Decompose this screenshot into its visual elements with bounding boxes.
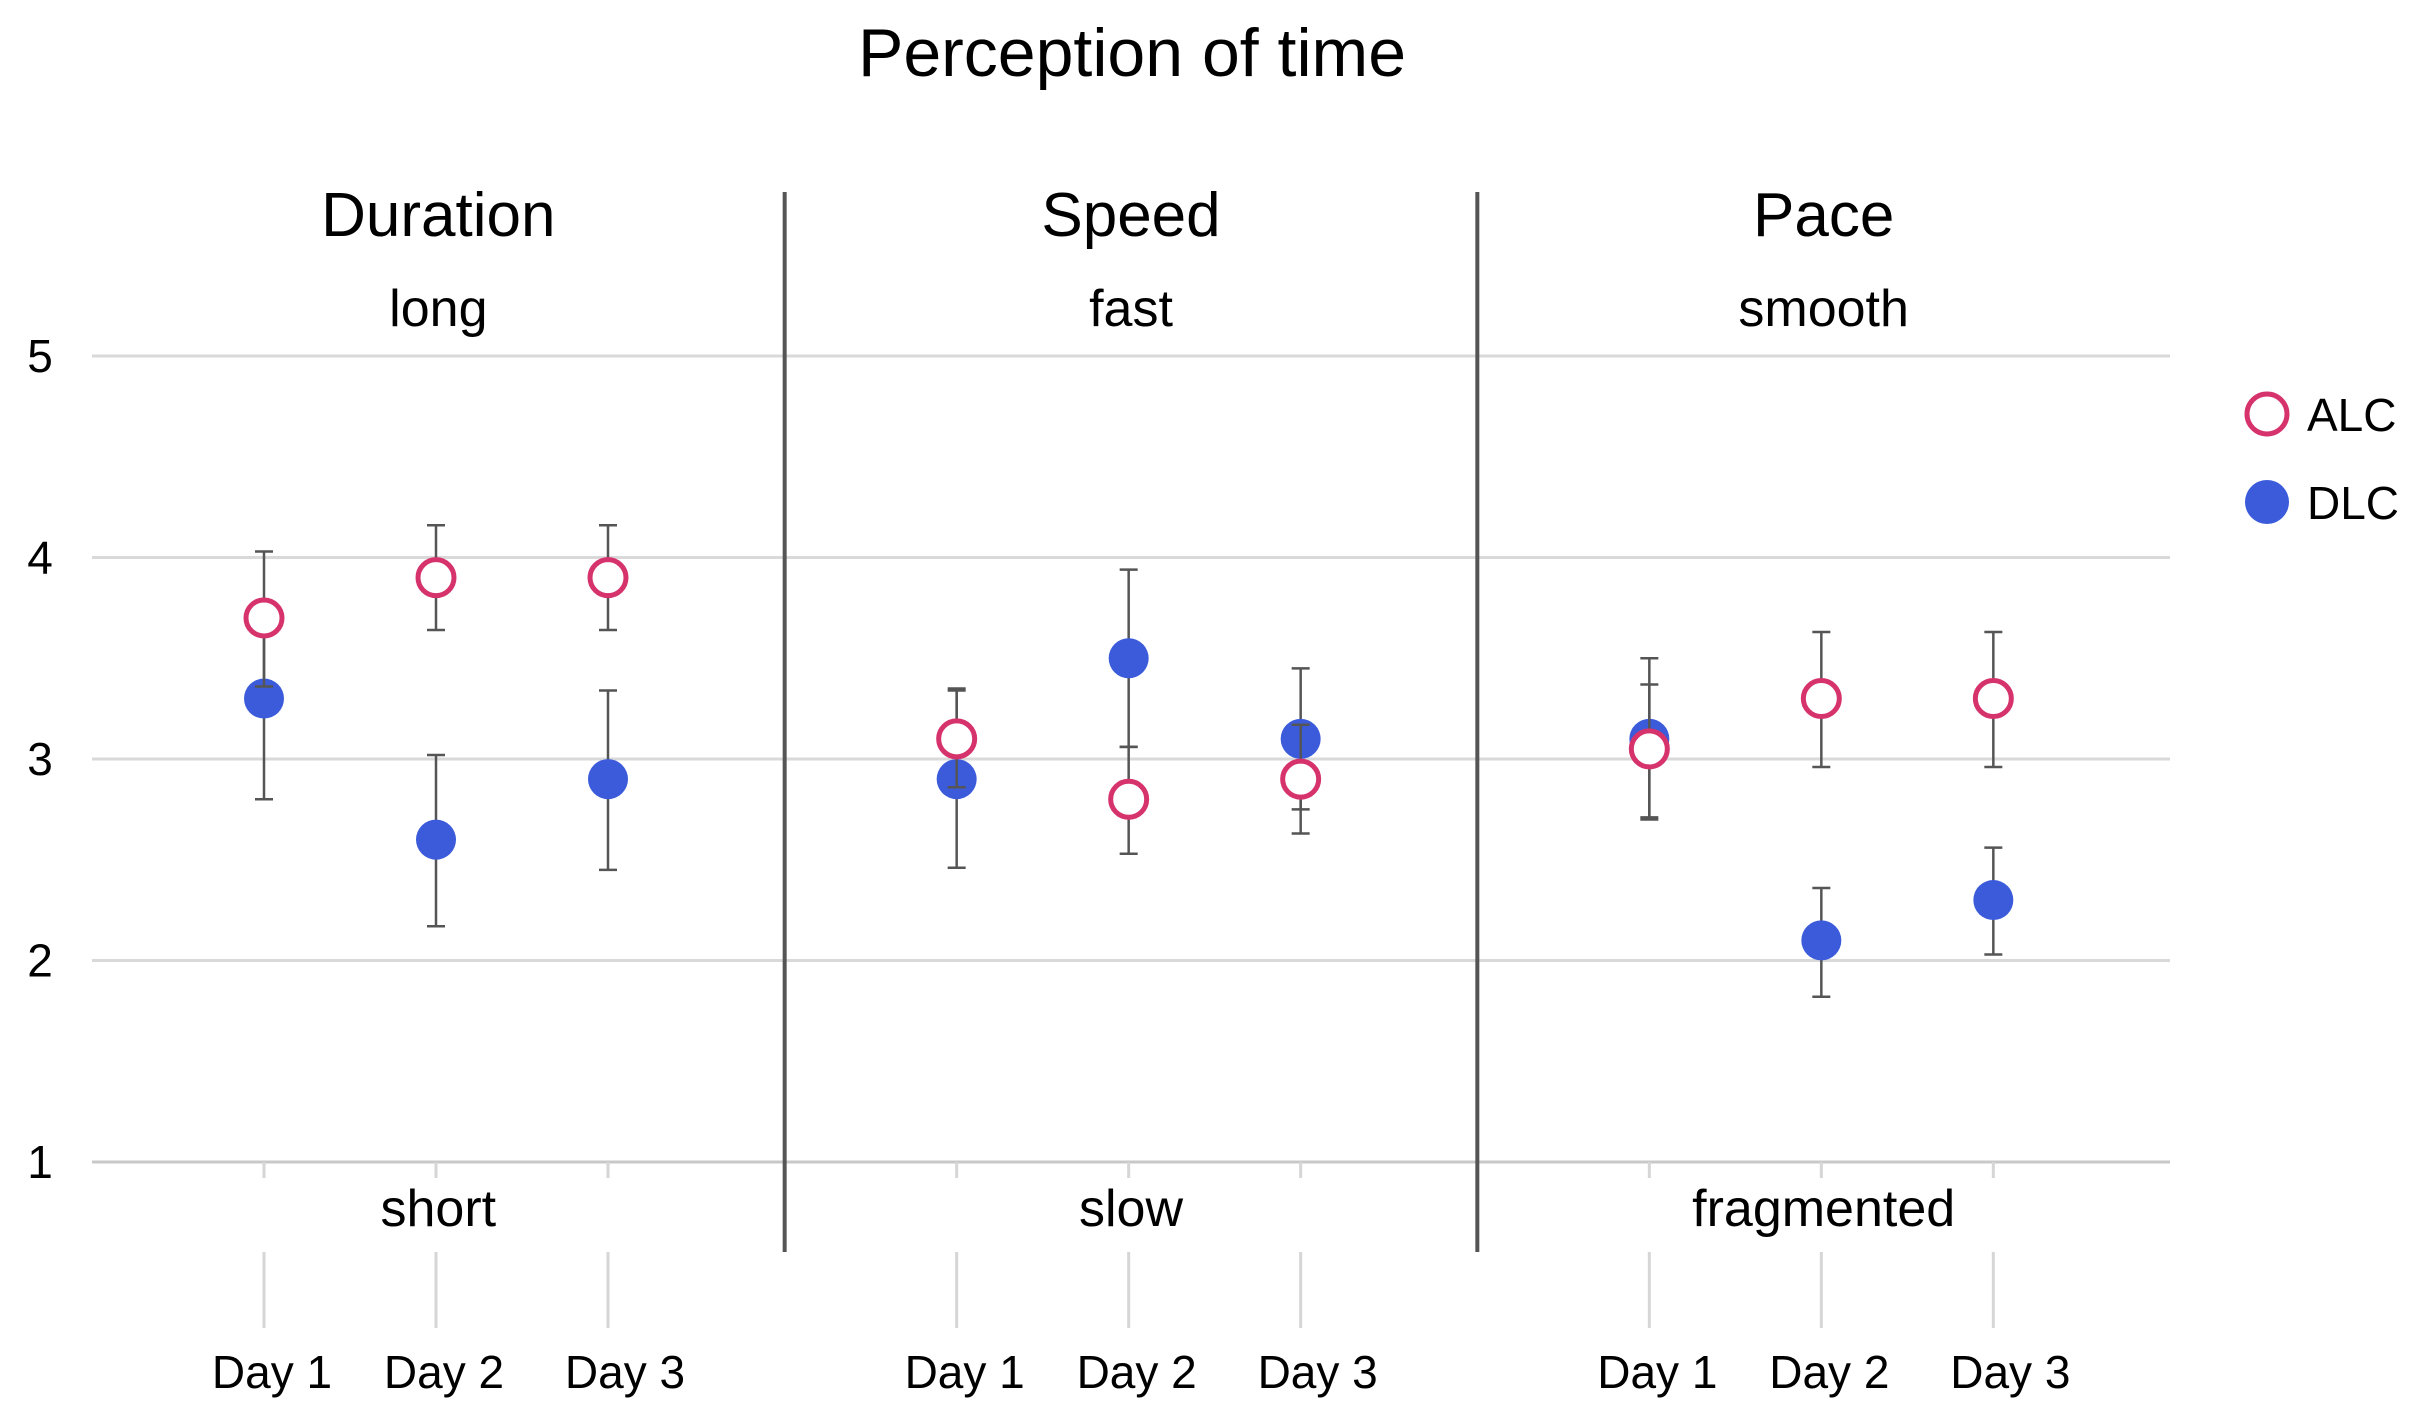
panel-title: Duration (321, 181, 555, 250)
x-tick-label-day-1: Day 1 (212, 1346, 332, 1398)
point-alc (1108, 778, 1150, 820)
point-dlc (416, 819, 456, 860)
point-dlc (244, 678, 284, 719)
panel-bottom-anchor-label: fragmented (1692, 1180, 1955, 1238)
panel-speed: Speed fast slow Day 1 Day 2 Day 3 (905, 181, 1378, 1398)
point-dlc (1801, 920, 1842, 961)
y-tick-label-1: 1 (27, 1136, 53, 1188)
point-alc (587, 557, 629, 599)
gridlines (92, 192, 2170, 1252)
legend-marker-filled-circle-icon (2245, 480, 2289, 524)
point-alc (243, 597, 285, 639)
legend-label: DLC (2307, 477, 2399, 529)
point-alc (1280, 758, 1322, 800)
x-tick-label-day-3: Day 3 (565, 1346, 685, 1398)
legend: ALC DLC (2244, 389, 2399, 529)
panel-title: Speed (1041, 181, 1220, 250)
point-alc (415, 557, 457, 599)
panel-title: Pace (1753, 181, 1894, 250)
panel-duration: Duration long short Day 1 Day 2 Day 3 (212, 181, 685, 1398)
x-tick-label-day-1: Day 1 (905, 1346, 1025, 1398)
panel-pace: Pace smooth fragmented Day 1 Day 2 Day 3 (1597, 181, 2070, 1398)
panel-bottom-anchor-label: slow (1079, 1180, 1183, 1238)
x-tick-label-day-1: Day 1 (1597, 1346, 1717, 1398)
point-alc (936, 718, 978, 760)
x-tick-label-day-2: Day 2 (1077, 1346, 1197, 1398)
panel-top-anchor-label: smooth (1738, 280, 1909, 338)
point-alc (1628, 728, 1670, 770)
point-alc (1972, 678, 2014, 720)
panel-top-anchor-label: long (389, 280, 487, 338)
x-tick-label-day-3: Day 3 (1258, 1346, 1378, 1398)
legend-marker-open-circle-icon (2244, 391, 2290, 437)
panels: Duration long short Day 1 Day 2 Day 3 Speed fas… (212, 181, 2071, 1398)
legend-item-alc: ALC (2244, 389, 2396, 441)
y-tick-label-3: 3 (27, 733, 53, 785)
legend-label: ALC (2307, 389, 2396, 441)
x-tick-label-day-2: Day 2 (384, 1346, 504, 1398)
y-axis-tick-labels: 1 2 3 4 5 (27, 330, 53, 1188)
y-tick-label-5: 5 (27, 330, 53, 382)
x-tick-label-day-2: Day 2 (1769, 1346, 1889, 1398)
y-tick-label-2: 2 (27, 935, 53, 987)
point-dlc (1973, 880, 2014, 921)
legend-item-dlc: DLC (2245, 477, 2399, 529)
point-dlc (588, 759, 628, 800)
x-tick-label-day-3: Day 3 (1950, 1346, 2070, 1398)
panel-bottom-anchor-label: short (381, 1180, 497, 1238)
point-dlc (1108, 638, 1149, 679)
chart-title: Perception of time (858, 15, 1406, 91)
y-tick-label-4: 4 (27, 532, 53, 584)
panel-top-anchor-label: fast (1089, 280, 1173, 338)
point-alc (1800, 678, 1842, 720)
